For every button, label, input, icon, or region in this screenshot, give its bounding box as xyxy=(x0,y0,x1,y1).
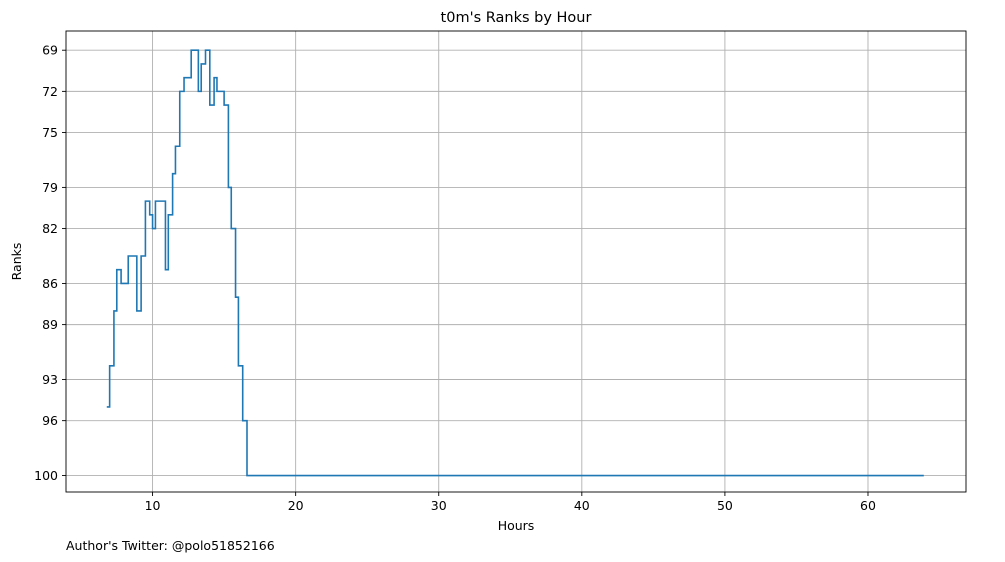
y-tick-label: 96 xyxy=(42,413,58,428)
y-tick-label: 100 xyxy=(34,468,58,483)
y-tick-label: 72 xyxy=(42,84,58,99)
author-twitter-credit: Author's Twitter: @polo51852166 xyxy=(66,538,275,553)
y-tick-label: 89 xyxy=(42,317,58,332)
x-tick-label: 20 xyxy=(288,498,304,513)
grid-lines xyxy=(66,31,966,492)
chart-title: t0m's Ranks by Hour xyxy=(441,10,592,26)
y-tick-label: 93 xyxy=(42,372,58,387)
axis-ticks: 10 20 30 40 50 60 69 72 75 79 82 86 89 93 96 100 xyxy=(34,43,876,513)
y-tick-label: 75 xyxy=(42,125,58,140)
y-tick-label: 79 xyxy=(42,180,58,195)
y-axis-label: Ranks xyxy=(9,243,24,281)
x-tick-label: 40 xyxy=(574,498,590,513)
y-tick-label: 86 xyxy=(42,276,58,291)
x-tick-label: 50 xyxy=(717,498,733,513)
y-tick-label: 82 xyxy=(42,221,58,236)
y-tick-label: 69 xyxy=(42,43,58,58)
x-tick-label: 60 xyxy=(860,498,876,513)
x-tick-label: 30 xyxy=(431,498,447,513)
x-tick-label: 10 xyxy=(145,498,161,513)
plot-frame xyxy=(65,30,967,493)
x-axis-label: Hours xyxy=(498,518,535,533)
rank-series-line xyxy=(106,49,924,477)
